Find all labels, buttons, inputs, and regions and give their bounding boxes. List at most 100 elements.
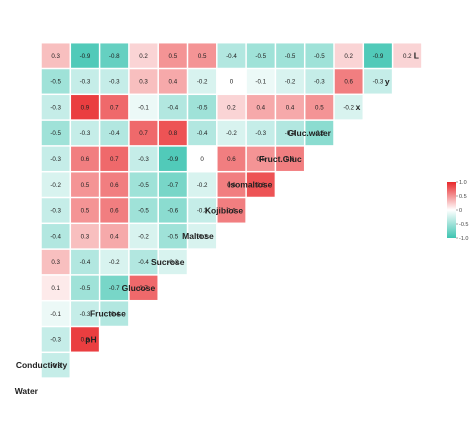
heatmap-cell bbox=[41, 172, 70, 197]
legend-tick-label: 0 bbox=[459, 208, 462, 214]
variable-labels: Water Conductivity pH Fructose Glucose Sucros… bbox=[15, 51, 419, 396]
cell-value-label: 0.3 bbox=[51, 53, 60, 60]
heatmap-cell bbox=[158, 224, 187, 249]
heatmap-cell bbox=[41, 327, 70, 352]
cell-value-label: -0.3 bbox=[138, 156, 149, 163]
heatmap-cell bbox=[158, 120, 187, 146]
cell-value-label: -0.3 bbox=[50, 104, 61, 111]
legend-colorbar bbox=[447, 182, 456, 238]
heatmap-cell bbox=[188, 95, 217, 120]
cell-value-label: 0.3 bbox=[51, 259, 60, 266]
heatmap-cell bbox=[71, 249, 99, 275]
cell-value-label: 0.9 bbox=[81, 104, 90, 111]
heatmap-cell bbox=[188, 69, 217, 94]
heatmap-cell bbox=[364, 43, 392, 68]
cell-value-label: 0.6 bbox=[344, 79, 353, 86]
heatmap-cell bbox=[41, 95, 70, 120]
cell-value-label: -0.3 bbox=[50, 208, 61, 215]
cell-value-label: -0.8 bbox=[109, 53, 120, 60]
row-label-l: L bbox=[414, 51, 419, 61]
cell-value-label: -0.5 bbox=[314, 53, 325, 60]
heatmap-cell bbox=[100, 69, 129, 94]
heatmap-cell bbox=[71, 275, 99, 300]
cell-value-label: 0.8 bbox=[169, 130, 178, 137]
cell-value-label: -0.5 bbox=[50, 130, 61, 137]
cell-value-label: -0.2 bbox=[197, 182, 208, 189]
heatmap-cell bbox=[276, 120, 304, 146]
heatmap-cell bbox=[305, 120, 334, 146]
heatmap-cell bbox=[158, 69, 187, 94]
cell-value-label: -0.1 bbox=[255, 79, 266, 86]
cell-value-label: -0.3 bbox=[50, 337, 61, 344]
row-label-kojibiose: Kojibiose bbox=[205, 205, 244, 215]
heatmap-cell bbox=[100, 301, 129, 326]
heatmap-cell bbox=[41, 249, 70, 275]
row-label-conductivity: Conductivity bbox=[16, 360, 68, 370]
heatmap-cell bbox=[100, 198, 129, 223]
cell-value-label: 0.7 bbox=[139, 285, 148, 292]
cell-value-label: -0.2 bbox=[168, 259, 179, 266]
heatmap-cell bbox=[217, 43, 246, 68]
heatmap-cell bbox=[217, 198, 246, 223]
row-label-fructose: Fructose bbox=[90, 309, 126, 319]
cell-value-label: 0.6 bbox=[227, 208, 236, 215]
legend-tick-label: -1.0 bbox=[459, 236, 468, 242]
cell-value-label: -0.4 bbox=[80, 259, 91, 266]
heatmap-cell bbox=[188, 43, 217, 68]
heatmap-cell bbox=[100, 249, 129, 275]
heatmap-cell bbox=[100, 275, 129, 300]
heatmap-cell bbox=[129, 198, 158, 223]
cell-value-label: -0.5 bbox=[50, 79, 61, 86]
cell-value-label: 0.2 bbox=[139, 53, 148, 60]
heatmap-cell bbox=[41, 146, 70, 171]
heatmap-cell bbox=[71, 43, 99, 68]
cell-value-label: -0.9 bbox=[80, 53, 91, 60]
row-label-sucrose: Sucrose bbox=[151, 257, 185, 267]
cell-value-label: 0.2 bbox=[344, 53, 353, 60]
heatmap-cell bbox=[246, 95, 275, 120]
heatmap-cell bbox=[41, 198, 70, 223]
cell-value-label: -0.7 bbox=[168, 182, 179, 189]
cell-value-label: -0.4 bbox=[197, 130, 208, 137]
row-label-y: y bbox=[385, 76, 390, 86]
cell-value-label: 0.5 bbox=[81, 208, 90, 215]
heatmap-cell bbox=[100, 43, 129, 68]
cell-value-label: -0.5 bbox=[255, 53, 266, 60]
row-label-water: Water bbox=[15, 386, 39, 396]
cell-value-label: -0.2 bbox=[197, 233, 208, 240]
color-legend: 1.0 0.5 0 -0.5 -1.0 bbox=[447, 180, 468, 242]
cell-value-label: -0.3 bbox=[80, 79, 91, 86]
heatmap-cell bbox=[334, 69, 363, 94]
heatmap-cell bbox=[276, 95, 304, 120]
cell-value-label: -0.3 bbox=[109, 79, 120, 86]
heatmap-cell bbox=[217, 146, 246, 171]
heatmap-cell bbox=[334, 95, 363, 120]
heatmap-cell bbox=[246, 146, 275, 171]
cell-value-label: 0 bbox=[230, 79, 234, 86]
heatmap-cell bbox=[41, 301, 70, 326]
cell-value-label: -0.3 bbox=[314, 79, 325, 86]
cell-value-label: 0.8 bbox=[256, 182, 265, 189]
cell-value-label: 0.5 bbox=[256, 156, 265, 163]
heatmap-cell bbox=[41, 275, 70, 300]
heatmap-cell bbox=[129, 224, 158, 249]
cell-value-label: 0.2 bbox=[403, 53, 412, 60]
cell-value-label: 0.6 bbox=[110, 182, 119, 189]
cell-value-label: -0.5 bbox=[138, 208, 149, 215]
cell-value-label: -0.5 bbox=[168, 233, 179, 240]
heatmap-cell bbox=[71, 172, 99, 197]
cell-value-label: -0.4 bbox=[50, 233, 61, 240]
heatmap-cell bbox=[217, 120, 246, 146]
cell-value-label: -0.2 bbox=[226, 130, 237, 137]
heatmap-cell bbox=[129, 43, 158, 68]
cell-value-label: 0.3 bbox=[81, 233, 90, 240]
heatmap-cell bbox=[41, 69, 70, 94]
heatmap-cell bbox=[71, 69, 99, 94]
cell-value-label: 0.3 bbox=[139, 79, 148, 86]
cell-value-label: -0.3 bbox=[255, 130, 266, 137]
heatmap-cell bbox=[393, 43, 422, 68]
row-label-ph: pH bbox=[85, 334, 96, 344]
cell-value-label: -0.5 bbox=[138, 182, 149, 189]
cell-value-label: 0.5 bbox=[315, 104, 324, 111]
cell-value-label: 0.7 bbox=[139, 130, 148, 137]
